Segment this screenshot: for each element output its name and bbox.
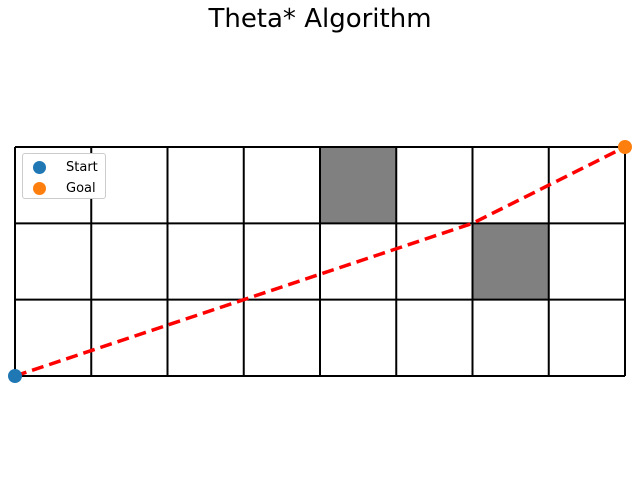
markers-layer: [8, 140, 632, 383]
legend-label-goal: Goal: [66, 180, 96, 196]
legend-label-start: Start: [66, 159, 98, 175]
free-cell: [548, 223, 625, 300]
goal-point: [618, 140, 632, 154]
path-line: [14, 145, 626, 378]
free-cell: [320, 299, 397, 376]
chart-title: Theta* Algorithm: [208, 4, 432, 34]
free-cell: [91, 299, 168, 376]
free-cell: [167, 147, 244, 224]
free-cell: [472, 147, 549, 224]
start-point: [8, 369, 22, 383]
free-cell: [396, 299, 473, 376]
obstacle-cell: [320, 147, 397, 224]
start-marker-icon: [33, 160, 46, 174]
legend-item-start: Start: [33, 157, 98, 177]
free-cell: [243, 299, 320, 376]
grid-lines: [14, 146, 626, 377]
free-cell: [548, 147, 625, 224]
goal-marker-icon: [33, 181, 46, 195]
free-cell: [396, 147, 473, 224]
free-cell: [472, 299, 549, 376]
legend-item-goal: Goal: [33, 178, 96, 198]
path-layer: [14, 145, 626, 378]
free-cell: [548, 299, 625, 376]
free-cell: [167, 223, 244, 300]
free-cell: [243, 147, 320, 224]
obstacle-cell: [472, 223, 549, 300]
free-cell: [15, 223, 92, 300]
free-cell: [91, 223, 168, 300]
legend: Start Goal: [22, 153, 106, 199]
